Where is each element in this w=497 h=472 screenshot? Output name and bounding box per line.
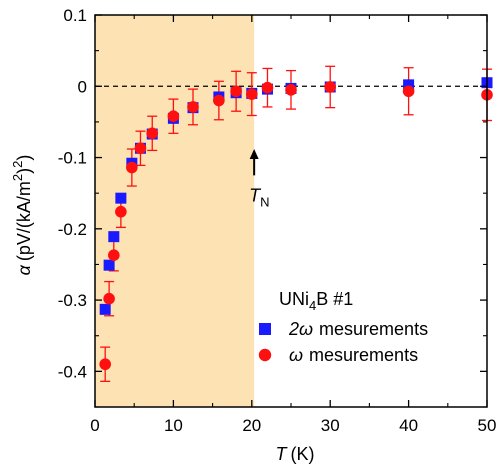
legend-entry-symbol: ω <box>289 345 303 365</box>
data-point-omega <box>126 161 138 174</box>
legend-entry-label: mesurements <box>309 345 418 365</box>
y-axis-label-sup2: 2 <box>10 161 25 168</box>
legend-title: UNi4B #1 <box>279 289 353 313</box>
data-point-omega <box>285 84 297 96</box>
tn-arrow-head <box>249 148 259 159</box>
legend-entry-text: 2ω mesurements <box>288 319 428 339</box>
x-tick-label: 50 <box>478 416 497 435</box>
x-tick-label: 40 <box>399 416 418 435</box>
data-point-2omega <box>99 303 111 315</box>
legend-title-sub: 4 <box>309 298 316 313</box>
tn-label: TN <box>249 185 269 209</box>
data-point-omega <box>108 249 120 261</box>
y-tick-label: 0.1 <box>63 6 87 25</box>
legend-marker-square <box>259 323 271 335</box>
legend-title-rest: B #1 <box>316 289 353 309</box>
data-point-omega <box>134 142 147 155</box>
x-tick-label: 20 <box>242 416 261 435</box>
data-point-omega <box>146 127 159 140</box>
y-axis-label-end: ) <box>14 155 34 161</box>
data-point-omega <box>261 81 274 94</box>
data-point-omega <box>103 292 115 305</box>
data-point-omega <box>324 81 337 93</box>
y-tick-label: -0.2 <box>58 220 87 239</box>
x-tick-label: 0 <box>90 416 99 435</box>
data-point-omega <box>213 94 225 107</box>
y-axis-label: α(pV/(kA/m2)2) <box>10 155 34 276</box>
y-axis-label-group: α(pV/(kA/m2)2) <box>10 155 34 276</box>
x-axis-label: T (K) <box>276 444 315 464</box>
axes-layer: 0 10 20 30 40 500.10-0.1-0.2-0.3-0.4T (K)α(pV/… <box>10 6 496 464</box>
legend-title-main: UNi <box>279 289 309 309</box>
data-point-omega <box>230 85 242 98</box>
y-tick-label: -0.3 <box>58 291 87 310</box>
data-point-2omega <box>115 192 127 204</box>
data-point-omega <box>187 101 199 113</box>
x-axis-label-unit: (K) <box>291 444 315 464</box>
y-tick-label: -0.4 <box>58 362 87 381</box>
y-tick-label: 0 <box>78 77 87 96</box>
x-tick-label: 10 <box>164 416 183 435</box>
x-axis-label-symbol: T <box>276 444 289 464</box>
data-point-2omega <box>403 79 415 91</box>
data-point-omega <box>167 110 180 123</box>
data-point-omega <box>402 85 415 98</box>
legend-entry-label: mesurements <box>319 319 428 339</box>
data-point-omega <box>115 205 127 218</box>
data-point-omega <box>246 88 258 100</box>
legend-marker-circle <box>258 348 272 362</box>
y-axis-label-tail: ) <box>14 168 34 174</box>
y-axis-label-unit: (pV/(kA/m <box>14 181 34 261</box>
data-point-2omega <box>108 231 120 243</box>
y-axis-label-symbol: α <box>14 264 34 275</box>
legend-entry-text: ω mesurements <box>289 345 418 365</box>
x-tick-label: 30 <box>321 416 340 435</box>
y-tick-label: -0.1 <box>58 149 87 168</box>
annotation-layer: TN <box>249 148 270 209</box>
y-axis-label-sup: 2 <box>10 174 25 181</box>
tn-label-subscript: N <box>260 194 269 209</box>
data-point-omega <box>99 358 111 371</box>
legend-entry-symbol: 2ω <box>288 319 313 339</box>
data-point-2omega <box>103 259 115 271</box>
tn-label-symbol: T <box>249 185 262 205</box>
